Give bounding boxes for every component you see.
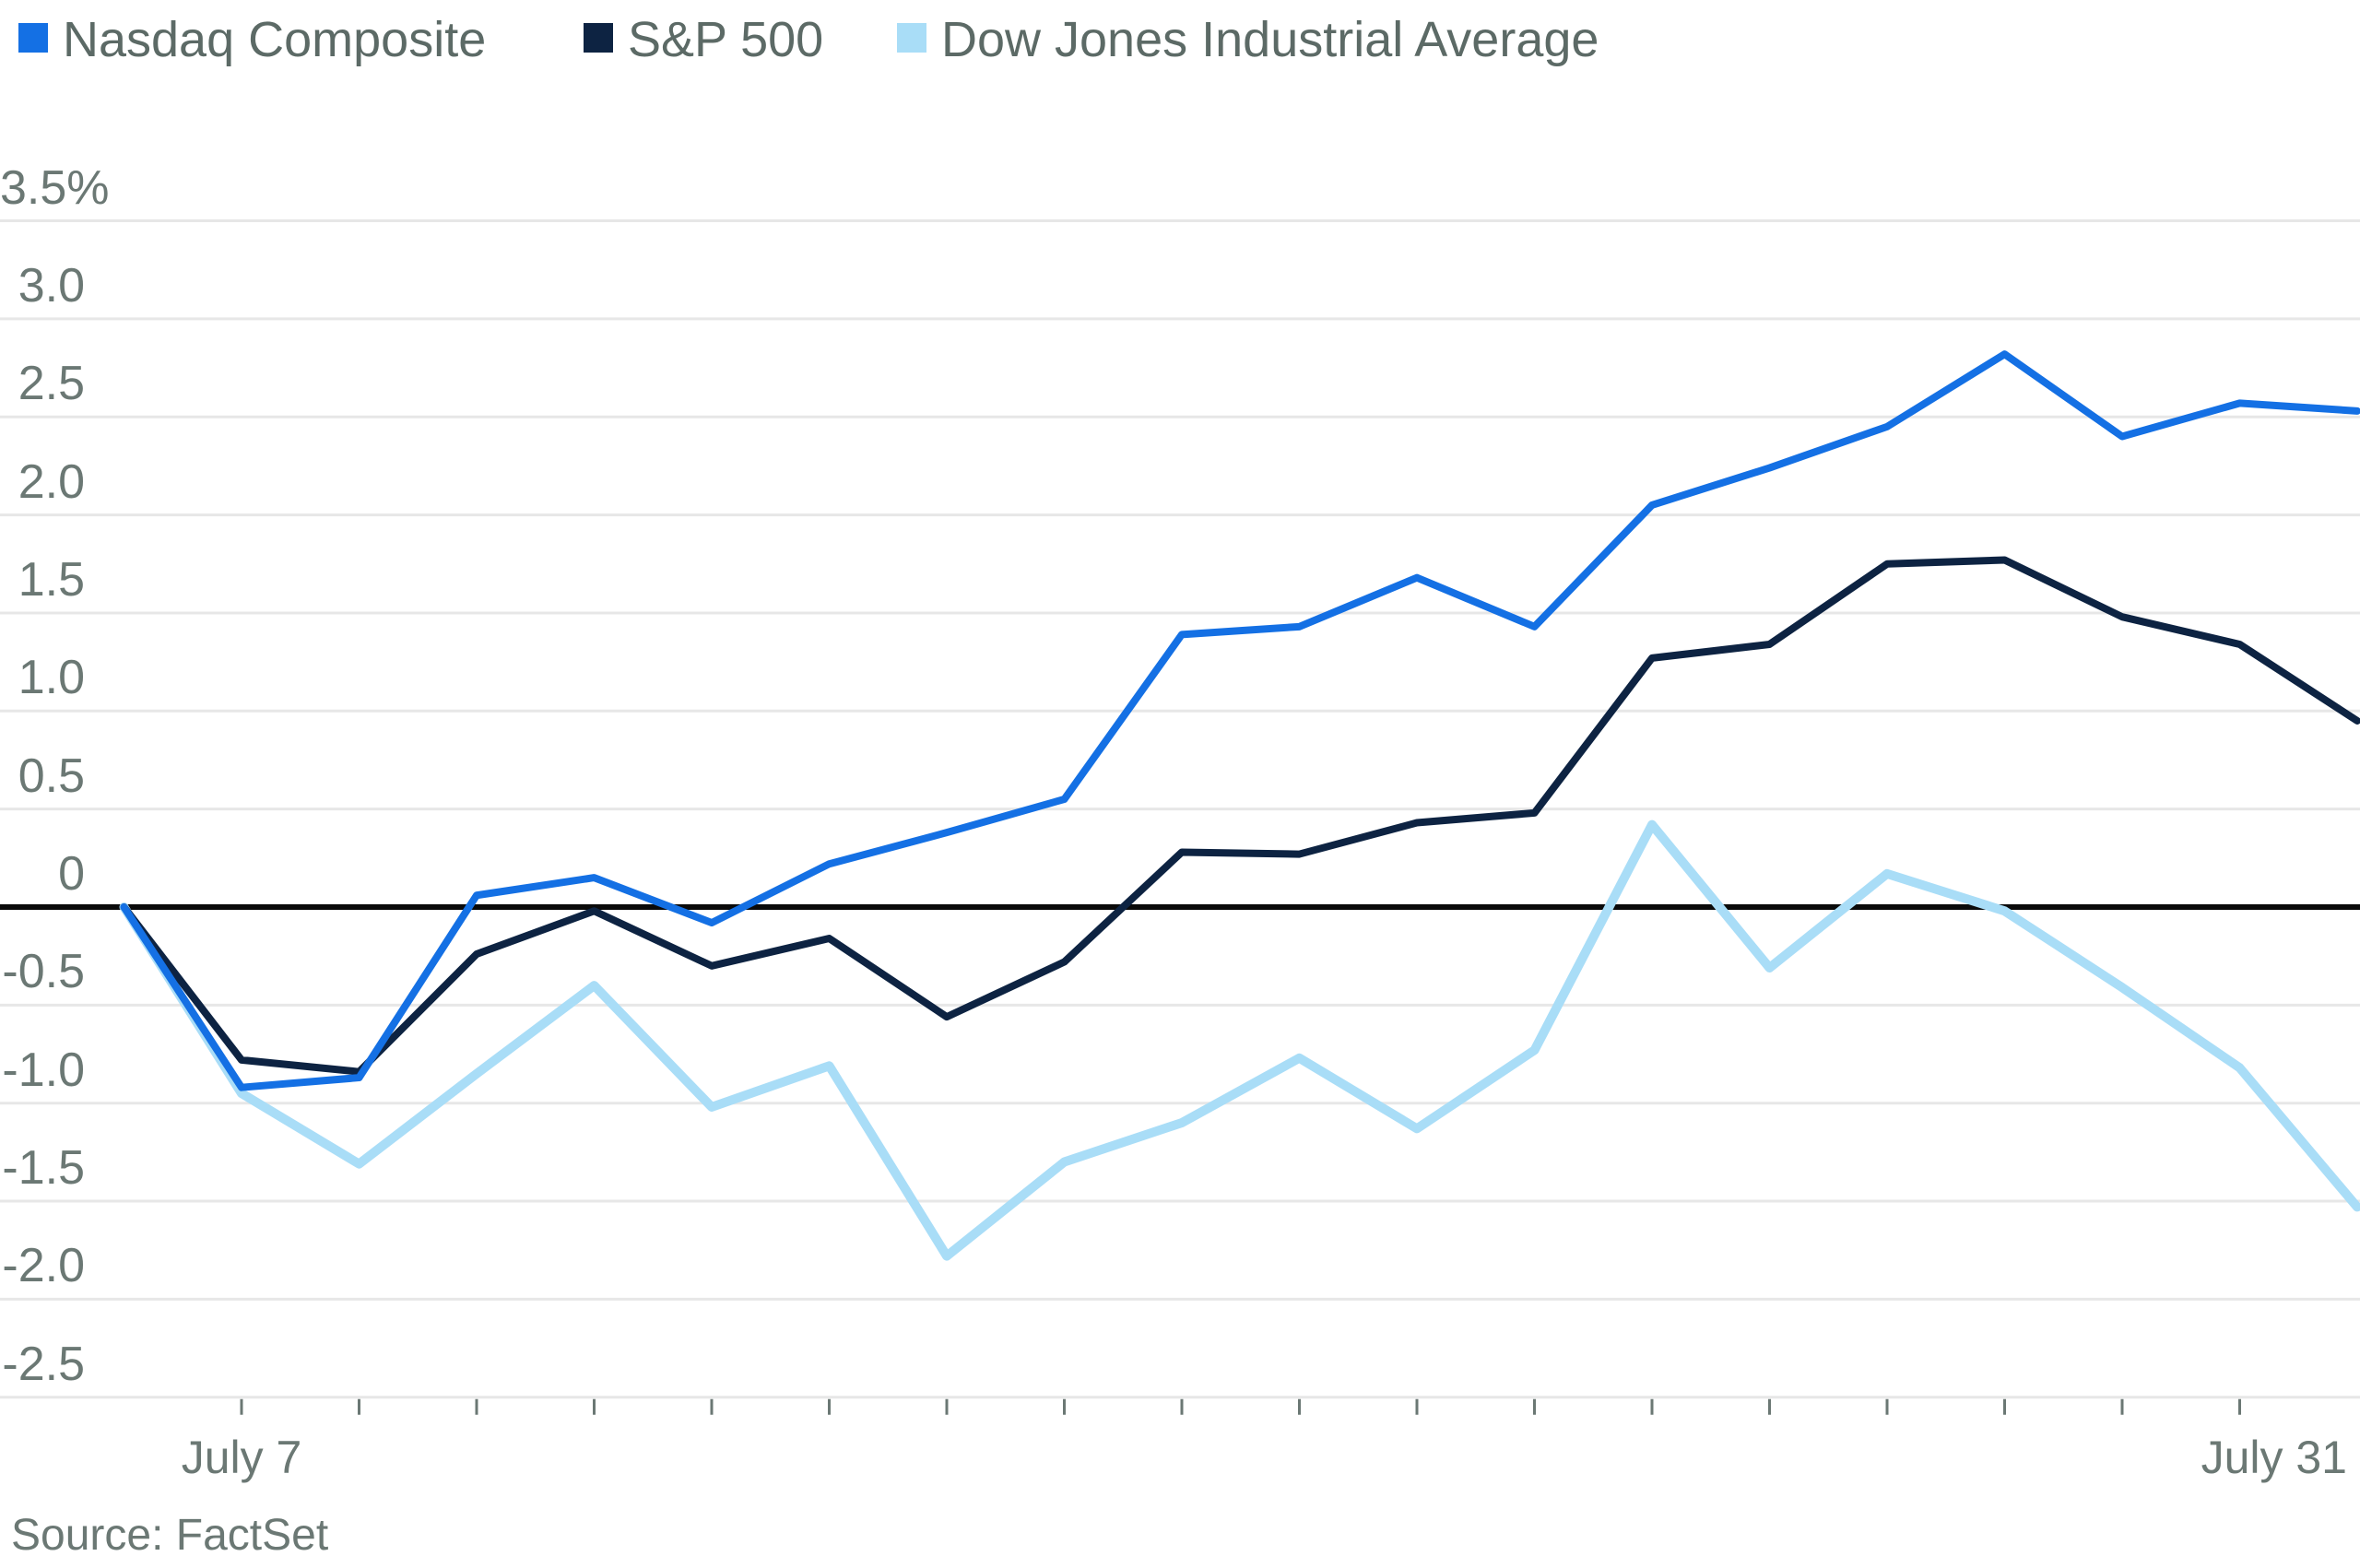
legend-label-dow: Dow Jones Industrial Average xyxy=(941,12,1599,67)
x-axis-label-july7: July 7 xyxy=(181,1432,302,1483)
legend-label-nasdaq: Nasdaq Composite xyxy=(63,12,487,67)
x-axis-label-july31: July 31 xyxy=(2201,1432,2347,1483)
y-axis-label: 2.0 xyxy=(18,454,85,509)
y-axis-label: -0.5 xyxy=(2,945,85,999)
y-axis-label: -2.5 xyxy=(2,1337,85,1391)
y-axis-label: -1.0 xyxy=(2,1043,85,1097)
series-line-sp500 xyxy=(120,556,2360,1076)
y-axis-label: 0 xyxy=(58,847,85,901)
y-axis-label: 2.5 xyxy=(18,357,85,411)
y-axis-label: -2.0 xyxy=(2,1239,85,1293)
legend-swatch-sp500-icon xyxy=(584,23,613,53)
series-line-dow xyxy=(119,819,2360,1261)
series-line-nasdaq xyxy=(120,350,2360,1091)
y-axis-label: -1.5 xyxy=(2,1141,85,1196)
source-caption: Source: FactSet xyxy=(11,1511,329,1560)
y-axis-label: 0.5 xyxy=(18,749,85,803)
legend-swatch-nasdaq-icon xyxy=(18,23,48,53)
y-axis-label: 3.0 xyxy=(18,258,85,312)
legend-label-sp500: S&P 500 xyxy=(628,12,824,67)
legend-swatch-dow-icon xyxy=(897,23,926,53)
legend: Nasdaq Composite S&P 500 Dow Jones Indus… xyxy=(0,0,2360,83)
y-axis-label: 1.0 xyxy=(18,651,85,705)
y-axis-label: 1.5 xyxy=(18,552,85,607)
y-axis-label: 3.5% xyxy=(0,160,110,215)
